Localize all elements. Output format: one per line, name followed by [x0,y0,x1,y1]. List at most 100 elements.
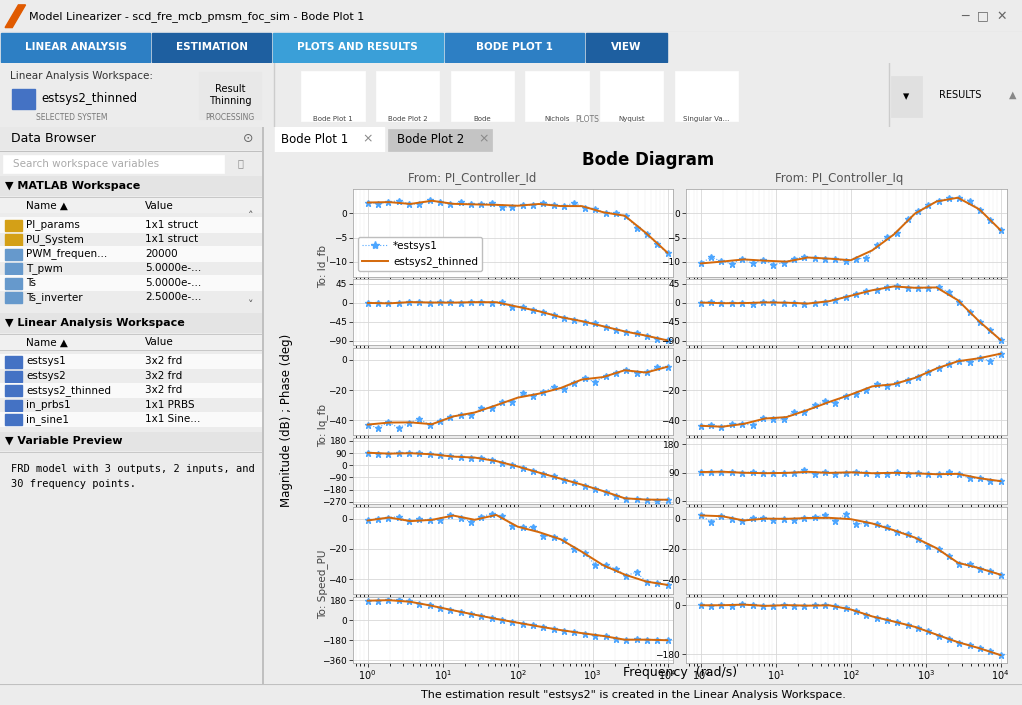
Text: PI_params: PI_params [27,219,81,231]
Text: Ts_inverter: Ts_inverter [27,292,83,302]
Bar [891,76,922,117]
Text: 1x1 PRBS: 1x1 PRBS [145,400,194,410]
Bar [275,127,384,152]
Text: 1x1 Sine...: 1x1 Sine... [145,415,200,424]
Bar [0,452,264,453]
Bar [376,71,439,121]
Text: Result
Thinning: Result Thinning [208,85,251,106]
Bar [0,354,264,369]
Text: ✕: ✕ [996,10,1007,23]
Bar [273,33,443,62]
Text: ˅: ˅ [247,300,253,310]
Text: ⊙: ⊙ [242,132,253,145]
Bar [263,127,264,684]
Text: To: Id_fb: To: Id_fb [318,245,328,288]
Bar [0,275,264,290]
Bar [0,431,264,451]
Bar [0,151,264,152]
Text: Model Linearizer - scd_fre_mcb_pmsm_foc_sim - Bode Plot 1: Model Linearizer - scd_fre_mcb_pmsm_foc_… [29,11,364,22]
Bar [0,198,264,213]
Bar [586,33,667,62]
Text: 1x1 struct: 1x1 struct [145,234,198,245]
Bar [388,129,492,151]
Text: Data Browser: Data Browser [10,132,95,145]
Text: Singular Va...: Singular Va... [683,116,730,122]
Bar [0,333,264,335]
Text: 3x2 frd: 3x2 frd [145,386,182,396]
Text: ▼ Linear Analysis Workspace: ▼ Linear Analysis Workspace [5,318,185,328]
Text: 🔍: 🔍 [237,159,243,168]
Bar [5,386,22,396]
Bar [5,356,22,367]
Bar [301,71,365,121]
Bar [5,234,22,245]
Text: estsys2_thinned: estsys2_thinned [27,385,111,396]
Text: VIEW: VIEW [611,42,642,52]
Text: PLOTS AND RESULTS: PLOTS AND RESULTS [297,42,418,52]
Text: ▲: ▲ [1010,90,1017,100]
Text: Bode Plot 2: Bode Plot 2 [398,133,465,146]
Text: Bode: Bode [473,116,492,122]
Text: ×: × [362,133,373,146]
Text: ESTIMATION: ESTIMATION [176,42,247,52]
Text: The estimation result "estsys2" is created in the Linear Analysis Workspace.: The estimation result "estsys2" is creat… [421,690,846,701]
Text: Value: Value [145,201,174,211]
Text: SELECTED SYSTEM: SELECTED SYSTEM [36,113,107,122]
Bar [525,71,589,121]
Bar [0,127,264,149]
Text: Frequency  (rad/s): Frequency (rad/s) [622,666,737,678]
Bar [600,71,663,121]
Text: Bode Diagram: Bode Diagram [582,152,714,169]
Text: RESULTS: RESULTS [939,90,982,100]
Text: T_pwm: T_pwm [27,263,63,274]
Bar [0,246,264,262]
Bar [0,314,264,333]
Text: ▼ Variable Preview: ▼ Variable Preview [5,436,123,446]
Bar [199,72,261,119]
Text: estsys2: estsys2 [27,371,66,381]
Bar [5,400,22,411]
Bar [0,412,264,427]
Bar [451,71,514,121]
Text: Nichols: Nichols [545,116,569,122]
Text: LINEAR ANALYSIS: LINEAR ANALYSIS [25,42,127,52]
Bar [675,71,738,121]
Bar [5,278,22,289]
Text: Ts: Ts [27,278,37,288]
Text: From: PI_Controller_Iq: From: PI_Controller_Iq [775,171,902,185]
Text: Linear Analysis Workspace:: Linear Analysis Workspace: [10,71,153,81]
Text: Nyquist: Nyquist [618,116,645,122]
Text: 5.0000e-...: 5.0000e-... [145,264,201,274]
Text: Value: Value [145,338,174,348]
Bar [5,415,22,425]
Text: 5.0000e-...: 5.0000e-... [145,278,201,288]
Legend: *estsys1, estsys2_thinned: *estsys1, estsys2_thinned [358,237,482,271]
Text: FRD model with 3 outputs, 2 inputs, and
30 frequency points.: FRD model with 3 outputs, 2 inputs, and … [10,464,254,489]
Text: Name ▲: Name ▲ [27,338,68,348]
Bar [5,264,22,274]
Bar [0,383,264,398]
Text: ▾: ▾ [903,90,910,103]
Text: Name ▲: Name ▲ [27,201,68,211]
Text: 2.5000e-...: 2.5000e-... [145,293,201,302]
Text: PWM_frequen...: PWM_frequen... [27,248,107,259]
Text: estsys2_thinned: estsys2_thinned [41,92,137,106]
Text: BODE PLOT 1: BODE PLOT 1 [475,42,553,52]
Bar [5,220,22,231]
Text: Bode Plot 1: Bode Plot 1 [281,133,349,146]
Bar [12,89,35,109]
Text: PROCESSING: PROCESSING [205,113,254,122]
Text: ×: × [478,133,489,146]
Text: To: Iq_fb: To: Iq_fb [318,404,328,447]
Text: Magnitude (dB) ; Phase (deg): Magnitude (dB) ; Phase (deg) [280,333,292,507]
Text: Bode Plot 2: Bode Plot 2 [388,116,427,122]
Text: in_sine1: in_sine1 [27,414,69,424]
Text: 20000: 20000 [145,249,178,259]
Bar [5,371,22,382]
Text: in_prbs1: in_prbs1 [27,399,71,410]
Text: From: PI_Controller_Id: From: PI_Controller_Id [408,171,537,185]
Text: 3x2 frd: 3x2 frd [145,371,182,381]
Text: Bode Plot 1: Bode Plot 1 [314,116,353,122]
Bar [0,335,264,350]
Text: ─: ─ [961,10,969,23]
